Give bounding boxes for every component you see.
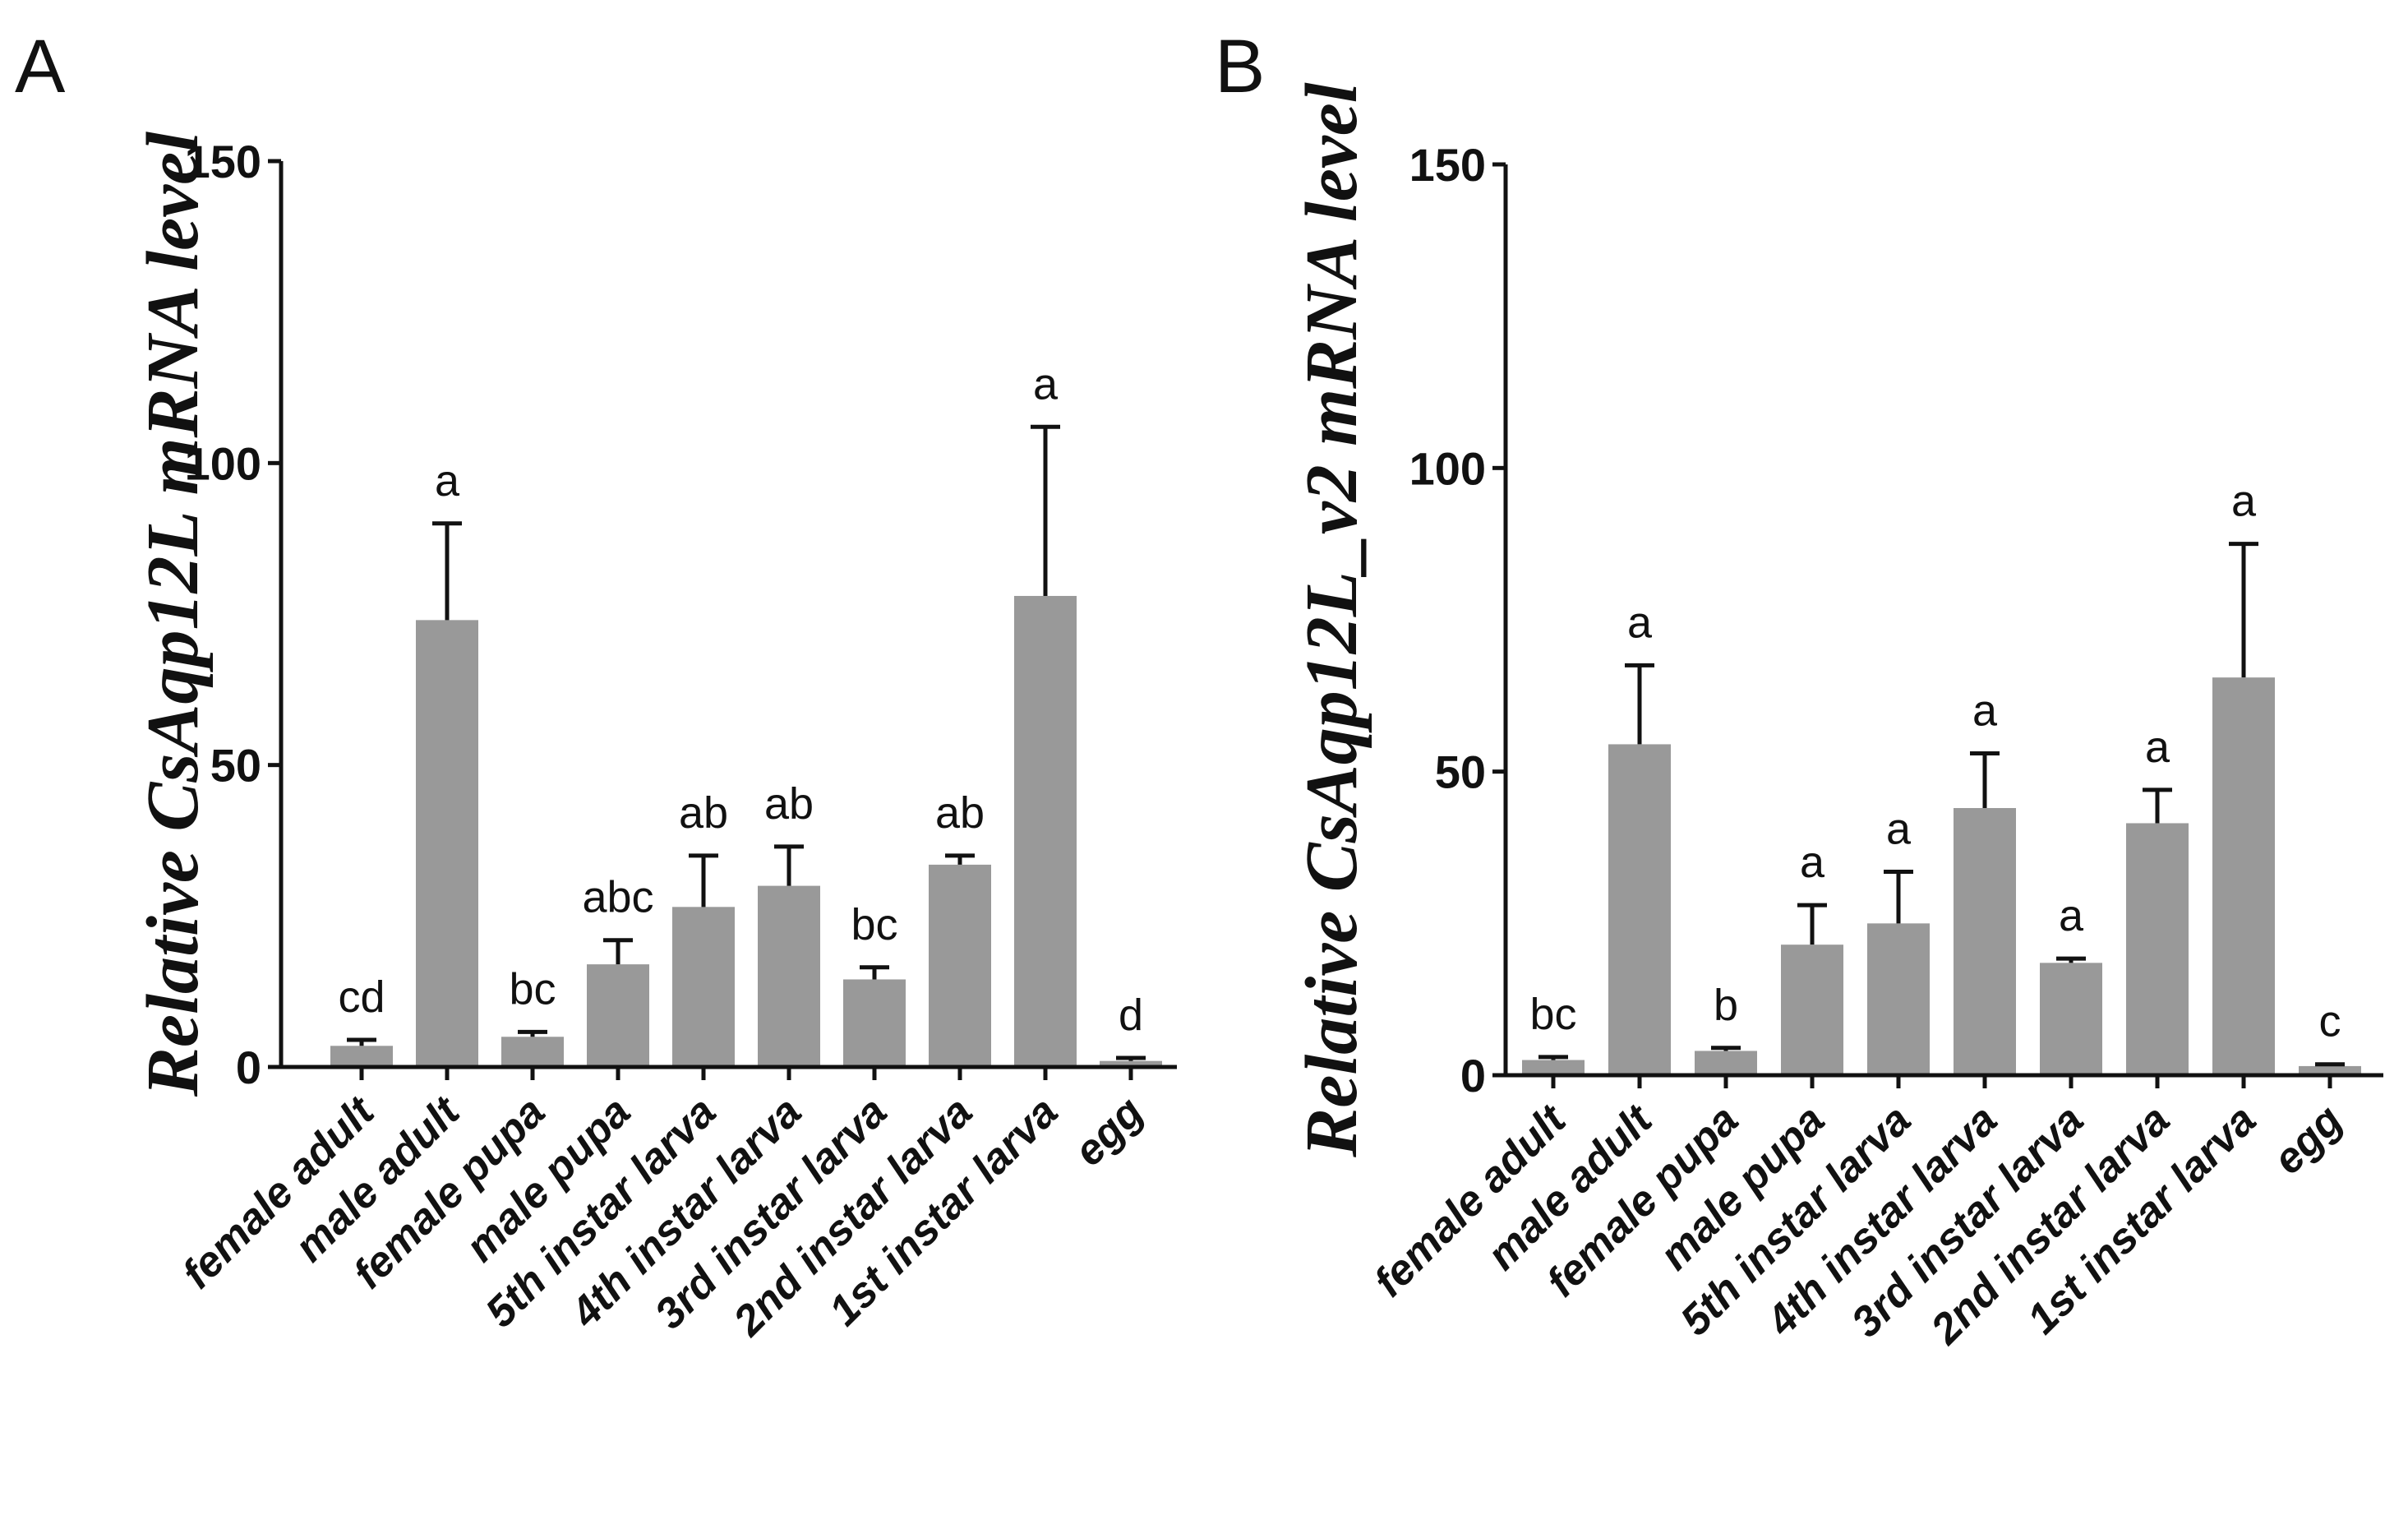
significance-label: a xyxy=(1886,805,1912,854)
bar xyxy=(1608,744,1671,1075)
bar xyxy=(1695,1051,1757,1075)
significance-label: abc xyxy=(582,873,653,922)
y-tick-label: 100 xyxy=(1409,442,1486,494)
panel-label: B xyxy=(1215,25,1265,109)
bar xyxy=(1014,595,1077,1067)
bar xyxy=(1781,945,1843,1075)
significance-label: d xyxy=(1119,991,1143,1040)
bar xyxy=(929,864,991,1067)
x-tick-label: egg xyxy=(2264,1096,2351,1183)
significance-label: b xyxy=(1714,981,1738,1030)
bar xyxy=(2299,1065,2361,1075)
panel-label: A xyxy=(15,25,66,109)
significance-label: ab xyxy=(679,788,728,838)
y-tick-label: 50 xyxy=(210,740,261,792)
bar xyxy=(416,620,478,1067)
y-tick-label: 100 xyxy=(185,437,261,489)
y-tick-label: 150 xyxy=(185,136,261,187)
bar xyxy=(1100,1060,1162,1067)
y-tick-label: 50 xyxy=(1435,746,1486,798)
significance-label: a xyxy=(1033,359,1059,409)
significance-label: bc xyxy=(1529,990,1576,1039)
significance-label: bc xyxy=(851,900,897,949)
bar xyxy=(2126,823,2189,1075)
significance-label: a xyxy=(1800,838,1825,887)
y-tick-label: 0 xyxy=(236,1041,261,1093)
bar xyxy=(2040,963,2102,1075)
significance-label: ab xyxy=(935,788,985,838)
bar xyxy=(330,1046,393,1067)
significance-label: ab xyxy=(764,779,814,829)
y-axis-title-gene: CsAqp12L xyxy=(132,514,214,832)
bar xyxy=(1867,923,1930,1075)
y-axis-title-prefix: Relative xyxy=(132,832,214,1097)
y-axis-title-prefix: Relative xyxy=(1291,892,1372,1157)
bar xyxy=(587,964,649,1067)
bar xyxy=(1954,807,2016,1075)
significance-label: bc xyxy=(509,964,556,1014)
bar xyxy=(1522,1060,1585,1075)
y-axis-title-gene: CsAqp12L_v2 xyxy=(1291,464,1372,892)
panel-b: B 0 50 100 150 Relative CsAqp12L_v2 mRNA leve… xyxy=(1215,25,2383,1354)
y-axis-title: Relative CsAqp12L_v2 mRNA level xyxy=(1291,82,1372,1157)
y-tick-label: 0 xyxy=(1460,1050,1486,1102)
bar xyxy=(2212,677,2275,1075)
significance-label: cd xyxy=(338,972,385,1022)
significance-label: a xyxy=(2059,891,2084,940)
bar xyxy=(501,1037,564,1067)
significance-label: a xyxy=(1972,686,1998,736)
significance-label: a xyxy=(2145,723,2170,772)
bar xyxy=(843,979,906,1067)
y-axis-title-suffix: mRNA level xyxy=(132,132,214,514)
y-tick-label: 150 xyxy=(1409,139,1486,191)
significance-label: a xyxy=(435,456,460,506)
y-axis-title: Relative CsAqp12L mRNA level xyxy=(132,132,214,1097)
x-tick-label: egg xyxy=(1065,1088,1152,1175)
y-axis-title-suffix: mRNA level xyxy=(1291,82,1372,464)
bar xyxy=(672,907,735,1067)
significance-label: a xyxy=(1627,598,1653,647)
significance-label: a xyxy=(2231,477,2257,526)
bar xyxy=(758,885,820,1067)
significance-label: c xyxy=(2319,997,2341,1046)
